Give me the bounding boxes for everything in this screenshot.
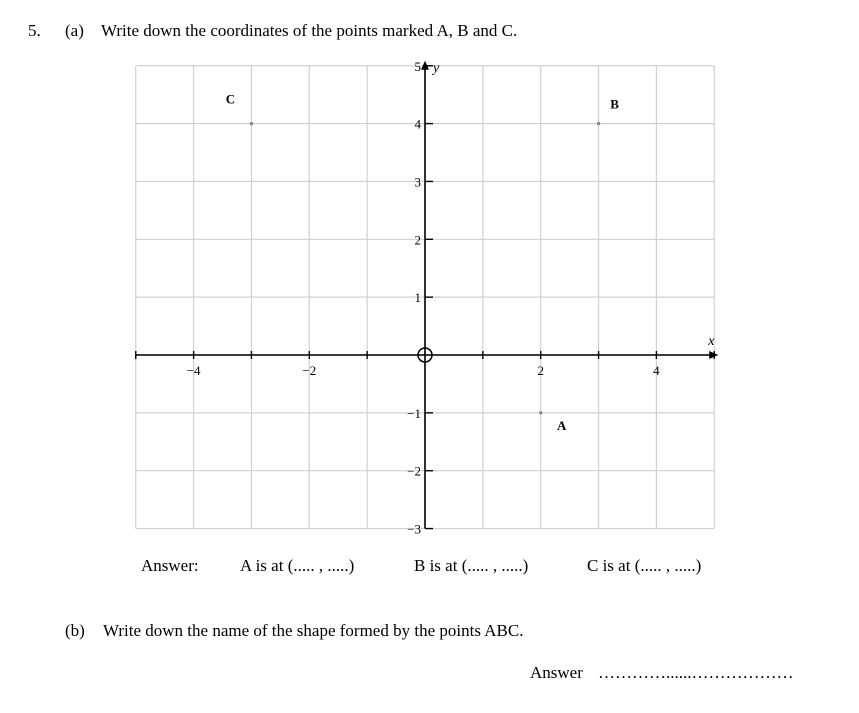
point-label-b: B — [610, 97, 619, 112]
answer-b-line[interactable]: …………......……………… — [598, 663, 794, 682]
x-tick-label: −2 — [302, 363, 316, 378]
part-b-label: (b) — [65, 621, 85, 640]
y-axis-label: y — [431, 61, 440, 76]
y-tick-label: −2 — [407, 464, 421, 479]
part-b-text: Write down the name of the shape formed … — [103, 621, 524, 640]
y-tick-label: 3 — [415, 174, 422, 189]
y-tick-label: 2 — [415, 232, 422, 247]
point-label-c: C — [226, 92, 235, 107]
point-b — [597, 122, 601, 126]
x-tick-label: 4 — [653, 363, 660, 378]
x-tick-label: 2 — [537, 363, 544, 378]
answer-a[interactable]: A is at (..... , .....) — [240, 556, 355, 575]
part-a-label: (a) — [65, 21, 84, 40]
answer-label: Answer: — [141, 556, 199, 575]
answer-b-label: Answer — [530, 663, 583, 682]
y-tick-label: 5 — [415, 59, 422, 74]
answer-b[interactable]: B is at (..... , .....) — [414, 556, 529, 575]
point-c — [249, 122, 253, 126]
origin-circle-icon — [417, 347, 433, 363]
answer-c[interactable]: C is at (..... , .....) — [587, 556, 702, 575]
x-axis-label: x — [707, 334, 715, 349]
y-tick-label: −1 — [407, 406, 421, 421]
y-tick-label: 4 — [415, 117, 422, 132]
y-tick-label: 1 — [415, 290, 422, 305]
question-number: 5. — [28, 21, 41, 40]
x-tick-label: −4 — [187, 363, 201, 378]
part-a-text: Write down the coordinates of the points… — [101, 21, 518, 40]
point-label-a: A — [557, 418, 567, 433]
y-tick-label: −3 — [407, 522, 421, 537]
point-a — [539, 411, 543, 415]
